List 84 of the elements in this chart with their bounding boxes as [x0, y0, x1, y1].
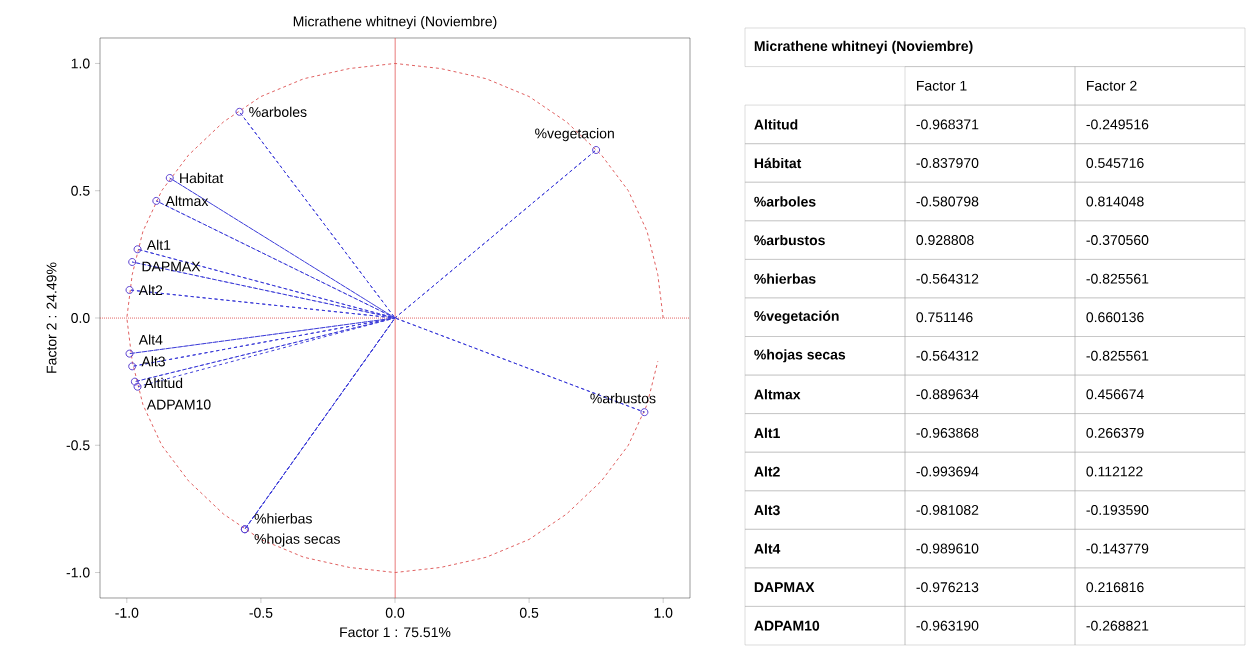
- category-label: DAPMAX: [754, 582, 815, 592]
- text: -0.993694: [916, 466, 979, 477]
- data-label: Altmax: [165, 195, 209, 207]
- x-tick-label: 1.0: [654, 607, 673, 618]
- point: [152, 196, 161, 205]
- point: [592, 145, 601, 154]
- category-label: %arbustos: [754, 234, 825, 246]
- text: 0.266379: [1086, 427, 1144, 438]
- category-label: Alt1: [754, 427, 780, 439]
- category-label: Factor 1: [917, 80, 967, 91]
- text: -0.963868: [916, 427, 979, 438]
- category-label: Alt2: [754, 466, 780, 477]
- category-label: %hojas secas: [754, 349, 846, 363]
- text: 0.112122: [1086, 466, 1143, 477]
- category-label: %hierbas: [754, 273, 816, 284]
- chart-title: Micrathene whitneyi (Noviembre): [293, 16, 497, 30]
- text: -0.825561: [1086, 350, 1149, 361]
- text: -0.837970: [916, 158, 979, 168]
- text: -0.580798: [916, 196, 979, 207]
- x-tick-label: -0.5: [249, 607, 273, 618]
- y-tick-label: -1.0: [66, 567, 90, 578]
- category-label: Factor 2: [1087, 80, 1137, 91]
- data-label: %arboles: [249, 106, 307, 117]
- data-label: %hojas secas: [254, 533, 340, 547]
- category-label: Altitud: [754, 119, 798, 130]
- x-tick-label: 0.0: [385, 607, 405, 618]
- text: 0.814048: [1086, 196, 1144, 207]
- point: [235, 107, 244, 116]
- category-label: Altmax: [754, 389, 801, 400]
- text: 0.545716: [1086, 158, 1144, 168]
- point: [125, 285, 134, 294]
- category-label: %vegetación: [754, 310, 839, 324]
- point: [128, 257, 137, 266]
- text: 0.216816: [1086, 582, 1144, 593]
- text: -0.825561: [1086, 273, 1149, 284]
- text: -0.193590: [1086, 505, 1149, 515]
- category-label: %arboles: [754, 196, 816, 207]
- text: 0.928808: [916, 235, 974, 246]
- data-label: Alt1: [146, 239, 171, 250]
- category-label: Alt3: [754, 504, 780, 516]
- y-tick-label: 0.0: [71, 313, 90, 323]
- point: [133, 245, 142, 254]
- text: -0.564312: [916, 350, 979, 361]
- data-label: %arbustos: [590, 393, 656, 404]
- line-series: [126, 62, 664, 574]
- text: 0.751146: [916, 312, 973, 323]
- point: [165, 173, 174, 182]
- text: -0.564312: [916, 273, 979, 284]
- text: -0.989610: [916, 543, 979, 554]
- x-tick-label: -1.0: [115, 607, 139, 618]
- text: -0.976213: [916, 582, 979, 593]
- text: -0.143779: [1086, 543, 1149, 554]
- text: -0.889634: [916, 389, 979, 400]
- text: Micrathene whitneyi (Noviembre): [754, 40, 973, 54]
- data-label: Alt3: [141, 356, 165, 367]
- text: 0.660136: [1086, 312, 1144, 323]
- x-axis-title: Factor 1 : 75.51%: [340, 627, 451, 638]
- point: [125, 349, 134, 358]
- data-label: Altitud: [144, 377, 183, 389]
- text: -0.963190: [916, 620, 979, 631]
- data-label: Habitat: [180, 172, 224, 184]
- text: -0.981082: [916, 505, 979, 515]
- data-label: ADPAM10: [146, 399, 211, 410]
- category-label: Hábitat: [754, 157, 802, 169]
- data-label: %hierbas: [254, 513, 312, 524]
- point: [128, 362, 137, 371]
- text: 0.456674: [1086, 389, 1144, 400]
- point: [640, 408, 649, 417]
- x-tick-label: 0.5: [519, 607, 539, 618]
- point: [133, 382, 142, 391]
- data-label: Alt2: [138, 284, 163, 296]
- category-label: Alt4: [754, 543, 781, 554]
- data-label: Alt4: [138, 334, 163, 345]
- text: -0.249516: [1086, 119, 1149, 130]
- data-label: %vegetacion: [535, 128, 614, 142]
- text: -0.370560: [1086, 235, 1149, 246]
- category-label: ADPAM10: [754, 620, 820, 631]
- y-tick-label: 1.0: [71, 58, 90, 69]
- y-tick-label: 0.5: [71, 185, 90, 196]
- text: -0.268821: [1086, 620, 1149, 631]
- text: -0.968371: [916, 119, 979, 130]
- y-axis-title: Factor 2 : 24.49%: [46, 262, 57, 373]
- point: [130, 377, 139, 386]
- y-tick-label: -0.5: [66, 440, 90, 451]
